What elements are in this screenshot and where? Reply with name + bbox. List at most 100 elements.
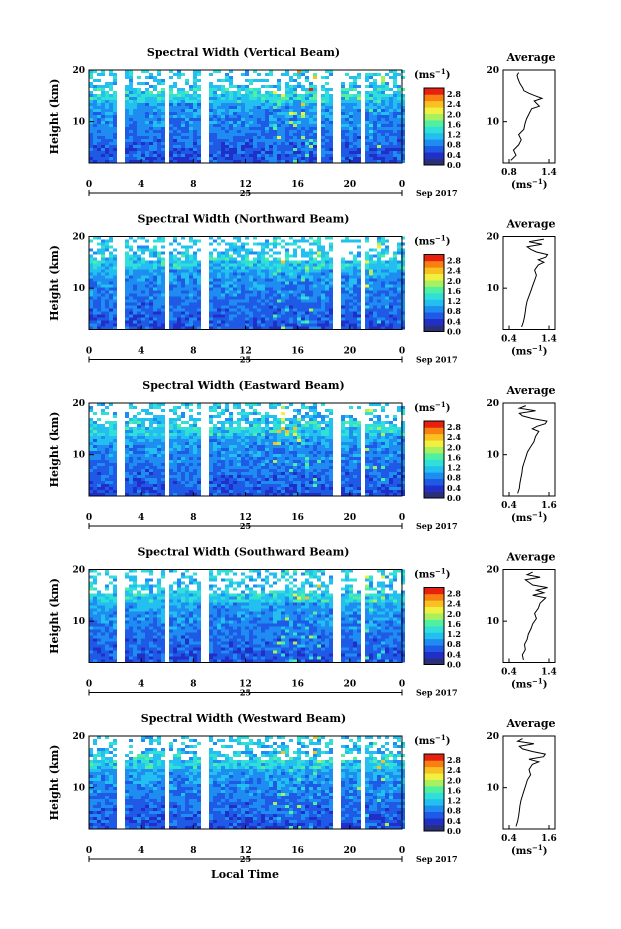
heatmap-cell <box>369 91 373 94</box>
heatmap-cell <box>149 284 153 288</box>
heatmap-cell <box>185 124 189 127</box>
heatmap-cell <box>129 85 133 88</box>
heatmap-cell <box>129 439 133 442</box>
heatmap-cell <box>397 136 401 139</box>
heatmap-cell <box>233 421 237 424</box>
heatmap-cell <box>245 487 249 490</box>
heatmap-cell <box>269 272 273 276</box>
heatmap-cell <box>341 302 345 306</box>
heatmap-cell <box>357 73 361 76</box>
heatmap-cell <box>293 118 297 121</box>
heatmap-cell <box>305 254 309 258</box>
heatmap-cell <box>105 160 109 163</box>
heatmap-cell <box>233 317 237 321</box>
heatmap-cell <box>157 103 161 106</box>
heatmap-cell <box>137 106 141 109</box>
colorbar-swatch <box>424 126 444 134</box>
heatmap-cell <box>97 323 101 327</box>
heatmap-cell <box>305 139 309 142</box>
heatmap-cell <box>245 463 249 466</box>
heatmap-cell <box>181 260 185 264</box>
heatmap-cell <box>401 275 405 279</box>
heatmap-cell <box>129 281 133 285</box>
heatmap-cell <box>353 103 357 106</box>
heatmap-cell <box>237 302 241 306</box>
heatmap-cell <box>321 118 325 121</box>
heatmap-cell <box>149 457 153 460</box>
heatmap-cell <box>149 418 153 421</box>
heatmap-cell <box>233 278 237 282</box>
heatmap-cell <box>161 236 165 240</box>
heatmap-cell <box>401 151 405 154</box>
heatmap-cell <box>213 436 217 439</box>
heatmap-cell <box>373 73 377 76</box>
heatmap-cell <box>313 251 317 255</box>
heatmap-cell <box>241 451 245 454</box>
heatmap-cell <box>329 266 333 270</box>
heatmap-cell <box>245 460 249 463</box>
heatmap-cell <box>209 278 213 282</box>
heatmap-cell <box>133 106 137 109</box>
heatmap-cell <box>101 478 105 481</box>
heatmap-cell <box>357 278 361 282</box>
heatmap-cell <box>225 103 229 106</box>
heatmap-cell <box>157 302 161 306</box>
heatmap-cell <box>209 305 213 309</box>
heatmap-cell <box>229 272 233 276</box>
heatmap-cell <box>153 427 157 430</box>
heatmap-cell <box>173 478 177 481</box>
heatmap-cell <box>173 112 177 115</box>
heatmap-cell <box>209 133 213 136</box>
heatmap-cell <box>113 103 117 106</box>
heatmap-cell <box>157 433 161 436</box>
heatmap-cell <box>157 445 161 448</box>
heatmap-cell <box>281 320 285 324</box>
heatmap-cell <box>249 433 253 436</box>
heatmap-cell <box>285 133 289 136</box>
heatmap-cell <box>133 287 137 291</box>
heatmap-cell <box>153 127 157 130</box>
heatmap-cell <box>125 94 129 97</box>
heatmap-cell <box>129 302 133 306</box>
heatmap-cell <box>305 299 309 303</box>
heatmap-cell <box>93 320 97 324</box>
heatmap-cell <box>269 139 273 142</box>
heatmap-cell <box>189 115 193 118</box>
heatmap-cell <box>353 124 357 127</box>
heatmap-cell <box>225 109 229 112</box>
heatmap-cell <box>133 142 137 145</box>
heatmap-cell <box>329 97 333 100</box>
heatmap-cell <box>293 154 297 157</box>
heatmap-cell <box>109 445 113 448</box>
heatmap-cell <box>161 127 165 130</box>
heatmap-cell <box>89 160 93 163</box>
heatmap-cell <box>181 139 185 142</box>
heatmap-cell <box>141 278 145 282</box>
heatmap-cell <box>245 109 249 112</box>
heatmap-cell <box>269 305 273 309</box>
heatmap-cell <box>217 70 221 73</box>
heatmap-cell <box>101 314 105 318</box>
heatmap-cell <box>261 242 265 246</box>
heatmap-cell <box>277 320 281 324</box>
heatmap-cell <box>377 266 381 270</box>
heatmap-cell <box>281 305 285 309</box>
heatmap-cell <box>237 490 241 493</box>
heatmap-cell <box>393 136 397 139</box>
heatmap-cell <box>113 79 117 82</box>
heatmap-cell <box>309 320 313 324</box>
heatmap-cell <box>125 484 129 487</box>
heatmap-cell <box>173 136 177 139</box>
colorbar-tick-label: 1.2 <box>447 296 461 306</box>
heatmap-cell <box>389 103 393 106</box>
heatmap-cell <box>213 487 217 490</box>
heatmap-cell <box>101 136 105 139</box>
heatmap-cell <box>377 275 381 279</box>
heatmap-cell <box>197 490 201 493</box>
heatmap-cell <box>397 94 401 97</box>
heatmap-cell <box>217 451 221 454</box>
heatmap-cell <box>341 160 345 163</box>
heatmap-cell <box>89 109 93 112</box>
heatmap-cell <box>273 154 277 157</box>
heatmap-cell <box>97 151 101 154</box>
